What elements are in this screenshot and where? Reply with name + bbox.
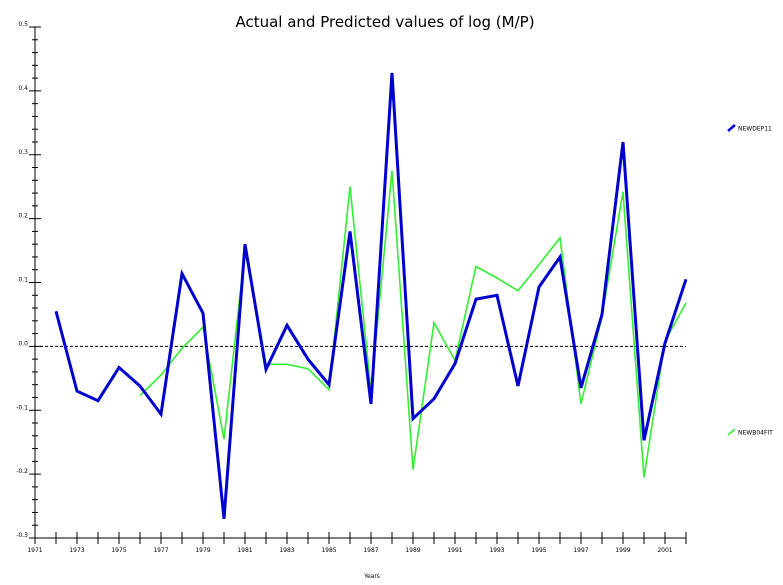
x-tick-label: 1991 [447, 547, 462, 554]
x-axis-title: Years [363, 573, 380, 580]
legend: NEWDEP11 NEWB04FIT [727, 124, 773, 437]
x-tick-label: 1973 [69, 547, 84, 554]
y-tick-label: 0.4 [18, 85, 28, 92]
chart-title: Actual and Predicted values of log (M/P) [235, 13, 534, 31]
x-tick-label: 1993 [489, 547, 504, 554]
x-tick-label: 1981 [237, 547, 252, 554]
y-tick-label: 0.5 [18, 21, 28, 28]
y-tick-label: 0.3 [18, 149, 28, 156]
x-tick-label: 1971 [27, 547, 42, 554]
x-tick-label: 1983 [279, 547, 294, 554]
series-line-newb04fit [139, 170, 687, 478]
x-tick-label: 1985 [321, 547, 336, 554]
y-tick-label: -0.2 [16, 468, 28, 475]
legend-swatch [727, 428, 736, 436]
legend-label: NEWB04FIT [738, 430, 773, 437]
x-tick-label: 1995 [531, 547, 546, 554]
legend-item: NEWDEP11 [727, 124, 772, 133]
legend-swatch [727, 124, 736, 132]
x-tick-label: 2001 [657, 547, 672, 554]
x-tick-label: 1977 [153, 547, 168, 554]
x-tick-label: 1987 [363, 547, 378, 554]
x-tick-label: 1975 [111, 547, 126, 554]
x-tick-label: 1979 [195, 547, 210, 554]
y-tick-label: 0.2 [18, 213, 28, 220]
series-line-newdep11 [54, 72, 688, 519]
x-tick-label: 1999 [615, 547, 630, 554]
x-tick-label: 1989 [405, 547, 420, 554]
legend-label: NEWDEP11 [738, 126, 772, 133]
y-tick-label: 0.0 [18, 340, 28, 347]
legend-item: NEWB04FIT [727, 428, 773, 437]
x-tick-label: 1997 [573, 547, 588, 554]
series-lines [54, 72, 688, 519]
y-tick-label: -0.3 [16, 532, 28, 539]
axes: -0.3 -0.2 -0.1 0.0 0.1 0.2 0.3 0.4 0.5 1971 1973 19… [16, 21, 687, 554]
y-tick-label: -0.1 [16, 404, 28, 411]
y-tick-label: 0.1 [18, 277, 28, 284]
